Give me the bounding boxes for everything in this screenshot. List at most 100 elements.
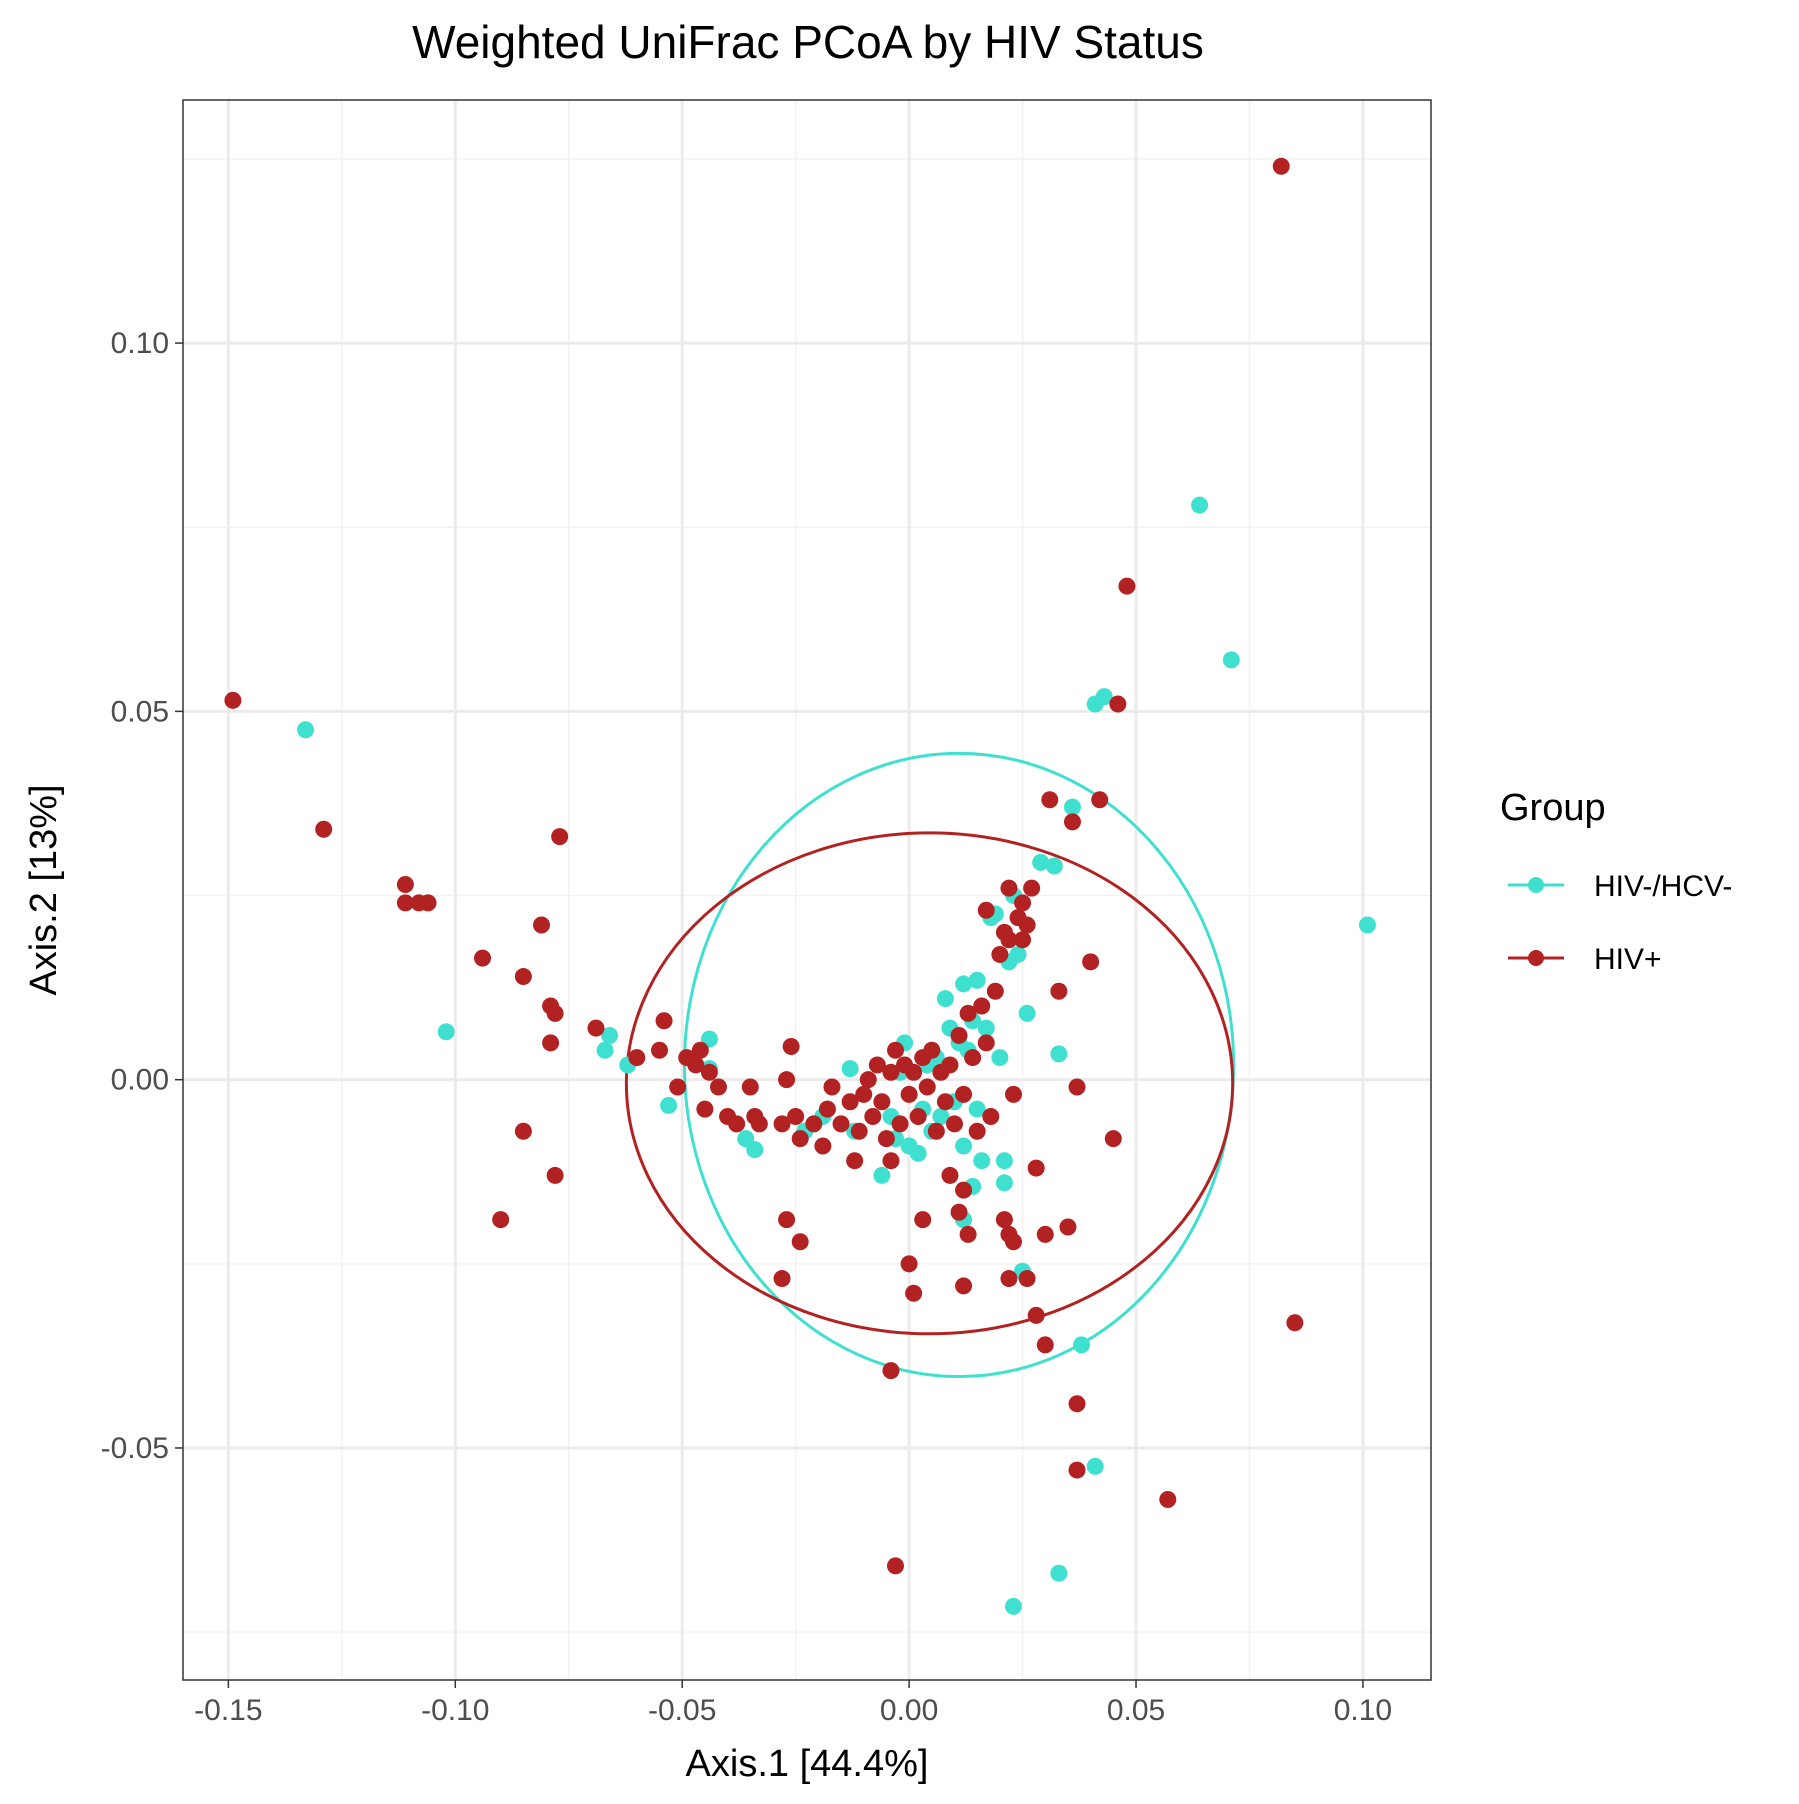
point-hiv-pos xyxy=(991,945,1009,963)
point-hiv-pos xyxy=(950,1203,968,1221)
point-hiv-pos xyxy=(1018,1270,1036,1288)
legend-key-dot-hiv-neg xyxy=(1528,877,1544,893)
point-hiv-pos xyxy=(850,1122,868,1140)
point-hiv-pos xyxy=(859,1071,877,1089)
point-hiv-neg xyxy=(1095,688,1113,706)
y-axis-title: Axis.2 [13%] xyxy=(23,784,65,995)
point-hiv-neg xyxy=(977,1019,995,1037)
point-hiv-pos xyxy=(1068,1078,1086,1096)
point-hiv-pos xyxy=(741,1078,759,1096)
point-hiv-pos xyxy=(882,1152,900,1170)
point-hiv-pos xyxy=(941,1166,959,1184)
legend-entry-hiv-neg: HIV-/HCV- xyxy=(1508,870,1732,903)
point-hiv-pos xyxy=(959,1225,977,1243)
point-hiv-pos xyxy=(655,1012,673,1030)
point-hiv-pos xyxy=(542,1034,560,1052)
point-hiv-neg xyxy=(995,1152,1013,1170)
point-hiv-neg xyxy=(1073,1336,1091,1354)
point-hiv-pos xyxy=(773,1115,791,1133)
y-tick-label: -0.05 xyxy=(101,1432,169,1465)
point-hiv-pos xyxy=(1014,931,1032,949)
point-hiv-neg xyxy=(968,971,986,989)
point-hiv-pos xyxy=(533,916,551,934)
point-hiv-neg xyxy=(991,1049,1009,1067)
point-hiv-pos xyxy=(773,1270,791,1288)
point-hiv-pos xyxy=(1018,916,1036,934)
point-hiv-pos xyxy=(696,1100,714,1118)
point-hiv-pos xyxy=(955,1277,973,1295)
point-hiv-neg xyxy=(1050,1564,1068,1582)
point-hiv-pos xyxy=(700,1063,718,1081)
point-hiv-pos xyxy=(950,1026,968,1044)
legend-entry-hiv-pos: HIV+ xyxy=(1508,943,1662,976)
point-hiv-neg xyxy=(968,1100,986,1118)
x-tick-label: -0.15 xyxy=(194,1694,262,1727)
point-hiv-pos xyxy=(955,1085,973,1103)
point-hiv-pos xyxy=(909,1108,927,1126)
point-hiv-pos xyxy=(787,1108,805,1126)
point-hiv-pos xyxy=(841,1093,859,1111)
point-hiv-pos xyxy=(710,1078,728,1096)
point-hiv-pos xyxy=(1063,813,1081,831)
point-hiv-neg xyxy=(1222,651,1240,669)
point-hiv-pos xyxy=(855,1085,873,1103)
point-hiv-pos xyxy=(1068,1461,1086,1479)
point-hiv-pos xyxy=(982,1108,1000,1126)
point-hiv-pos xyxy=(778,1211,796,1229)
point-hiv-pos xyxy=(396,894,414,912)
point-hiv-pos xyxy=(905,1284,923,1302)
point-hiv-neg xyxy=(660,1096,678,1114)
point-hiv-pos xyxy=(1004,1233,1022,1251)
point-hiv-pos xyxy=(959,1004,977,1022)
point-hiv-pos xyxy=(1059,1218,1077,1236)
y-tick-label: 0.00 xyxy=(111,1064,169,1097)
point-hiv-pos xyxy=(546,1004,564,1022)
point-hiv-pos xyxy=(882,1063,900,1081)
x-tick-label: -0.05 xyxy=(648,1694,716,1727)
point-hiv-pos xyxy=(396,875,414,893)
point-hiv-pos xyxy=(492,1211,510,1229)
point-hiv-pos xyxy=(315,820,333,838)
point-hiv-pos xyxy=(964,1049,982,1067)
point-hiv-neg xyxy=(437,1023,455,1041)
point-hiv-pos xyxy=(791,1233,809,1251)
point-hiv-pos xyxy=(474,949,492,967)
point-hiv-neg xyxy=(1004,1597,1022,1615)
point-hiv-pos xyxy=(1159,1491,1177,1509)
point-hiv-pos xyxy=(1041,791,1059,809)
grid-major-lines xyxy=(183,100,1431,1680)
point-hiv-neg xyxy=(1045,857,1063,875)
point-hiv-pos xyxy=(832,1115,850,1133)
point-hiv-pos xyxy=(846,1152,864,1170)
point-hiv-pos xyxy=(1109,695,1127,713)
point-hiv-pos xyxy=(886,1041,904,1059)
point-hiv-pos xyxy=(1000,1270,1018,1288)
point-hiv-pos xyxy=(905,1063,923,1081)
y-axis-ticks: -0.05 0.00 0.05 0.10 xyxy=(101,327,183,1465)
point-hiv-pos xyxy=(868,1056,886,1074)
point-hiv-pos xyxy=(419,894,437,912)
point-hiv-pos xyxy=(873,1093,891,1111)
point-hiv-pos xyxy=(923,1041,941,1059)
point-hiv-pos xyxy=(1082,953,1100,971)
point-hiv-pos xyxy=(886,1557,904,1575)
point-hiv-pos xyxy=(224,691,242,709)
point-hiv-neg xyxy=(955,1137,973,1155)
point-hiv-neg xyxy=(973,1152,991,1170)
point-hiv-pos xyxy=(927,1122,945,1140)
point-hiv-pos xyxy=(891,1115,909,1133)
point-hiv-neg xyxy=(1018,1004,1036,1022)
chart-title: Weighted UniFrac PCoA by HIV Status xyxy=(412,16,1204,68)
legend: Group HIV-/HCV- HIV+ xyxy=(1500,787,1732,976)
legend-label-hiv-neg: HIV-/HCV- xyxy=(1594,870,1732,903)
point-hiv-neg xyxy=(601,1026,619,1044)
point-hiv-pos xyxy=(1050,982,1068,1000)
point-hiv-pos xyxy=(977,1034,995,1052)
point-hiv-neg xyxy=(1032,853,1050,871)
point-hiv-pos xyxy=(587,1019,605,1037)
point-hiv-pos xyxy=(750,1115,768,1133)
legend-label-hiv-pos: HIV+ xyxy=(1594,943,1662,976)
x-tick-label: -0.10 xyxy=(421,1694,489,1727)
